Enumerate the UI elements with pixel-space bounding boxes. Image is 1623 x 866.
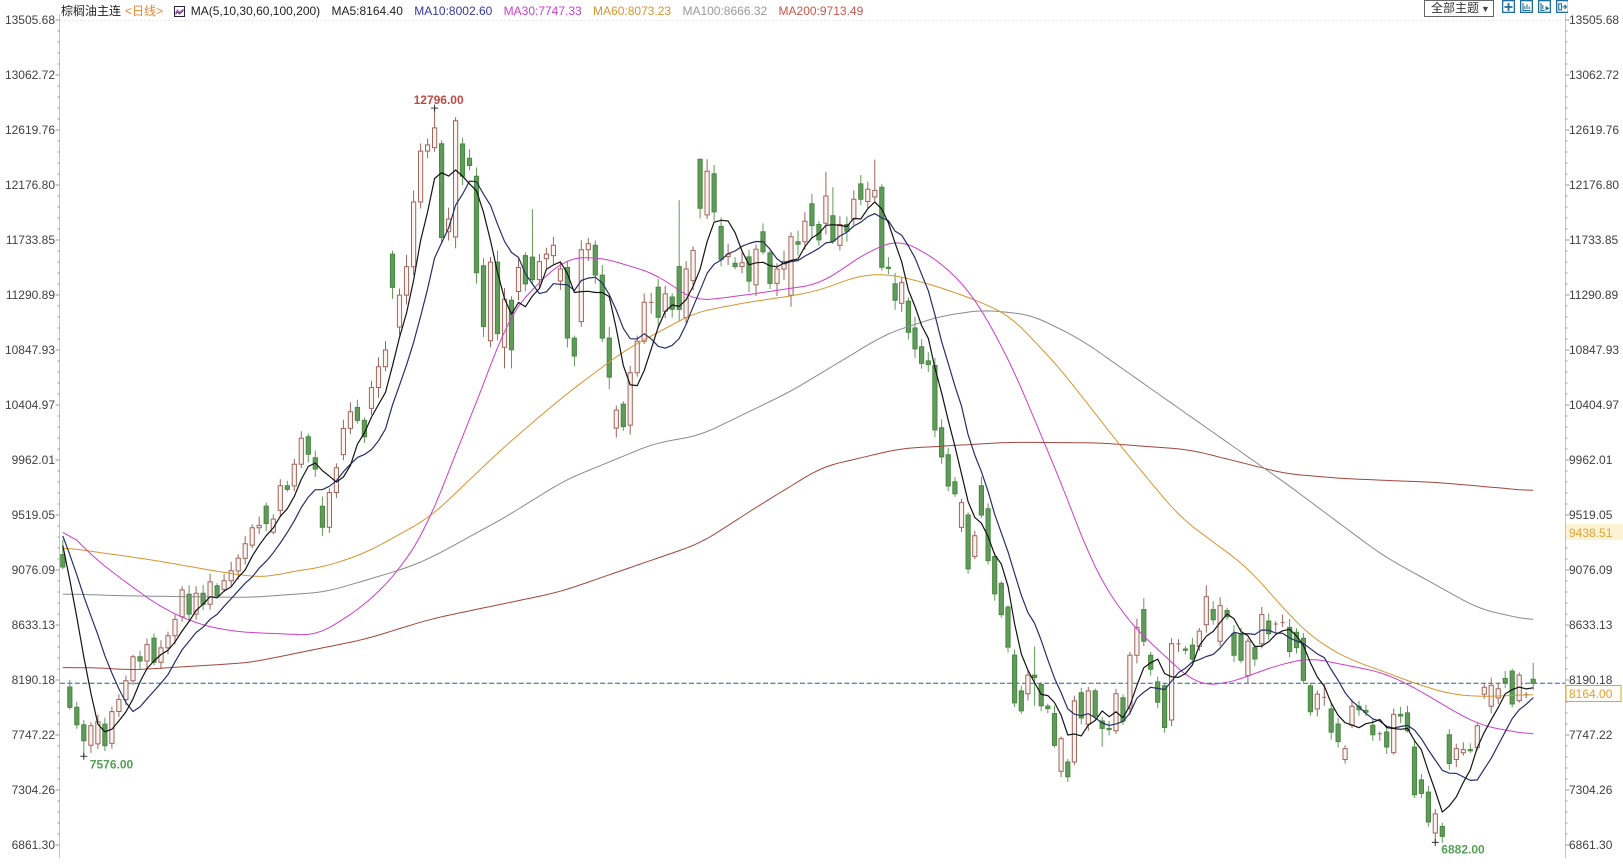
svg-text:9519.05: 9519.05 (1569, 508, 1613, 522)
svg-text:11733.85: 11733.85 (6, 233, 55, 247)
svg-text:12619.76: 12619.76 (1569, 123, 1619, 137)
svg-text:9076.09: 9076.09 (12, 563, 56, 577)
svg-text:9519.05: 9519.05 (12, 508, 56, 522)
svg-text:8633.13: 8633.13 (1569, 618, 1613, 632)
svg-text:11733.85: 11733.85 (1569, 233, 1618, 247)
svg-text:13062.72: 13062.72 (5, 68, 55, 82)
svg-text:12176.80: 12176.80 (1569, 178, 1619, 192)
svg-text:8190.18: 8190.18 (12, 673, 56, 687)
svg-text:7576.00: 7576.00 (90, 757, 134, 771)
svg-text:10404.97: 10404.97 (5, 398, 55, 412)
svg-text:6882.00: 6882.00 (1441, 842, 1485, 856)
svg-text:12796.00: 12796.00 (414, 93, 464, 107)
svg-text:10847.93: 10847.93 (5, 343, 55, 357)
svg-text:7304.26: 7304.26 (1569, 783, 1613, 797)
svg-text:13062.72: 13062.72 (1569, 68, 1619, 82)
svg-text:6861.30: 6861.30 (1569, 838, 1613, 852)
svg-text:13505.68: 13505.68 (1569, 13, 1619, 27)
svg-text:7304.26: 7304.26 (12, 783, 56, 797)
svg-text:9438.51: 9438.51 (1569, 526, 1613, 540)
svg-text:9962.01: 9962.01 (1569, 453, 1613, 467)
svg-text:8164.00: 8164.00 (1569, 687, 1613, 701)
svg-text:9076.09: 9076.09 (1569, 563, 1613, 577)
svg-text:12619.76: 12619.76 (5, 123, 55, 137)
svg-text:11290.89: 11290.89 (6, 288, 55, 302)
svg-text:7747.22: 7747.22 (12, 728, 56, 742)
svg-text:7747.22: 7747.22 (1569, 728, 1613, 742)
svg-text:10404.97: 10404.97 (1569, 398, 1619, 412)
svg-text:13505.68: 13505.68 (5, 13, 55, 27)
svg-text:9962.01: 9962.01 (12, 453, 56, 467)
svg-text:8633.13: 8633.13 (12, 618, 56, 632)
svg-text:11290.89: 11290.89 (1569, 288, 1618, 302)
svg-text:12176.80: 12176.80 (5, 178, 55, 192)
svg-text:10847.93: 10847.93 (1569, 343, 1619, 357)
svg-text:8190.18: 8190.18 (1569, 673, 1613, 687)
svg-text:6861.30: 6861.30 (12, 838, 56, 852)
